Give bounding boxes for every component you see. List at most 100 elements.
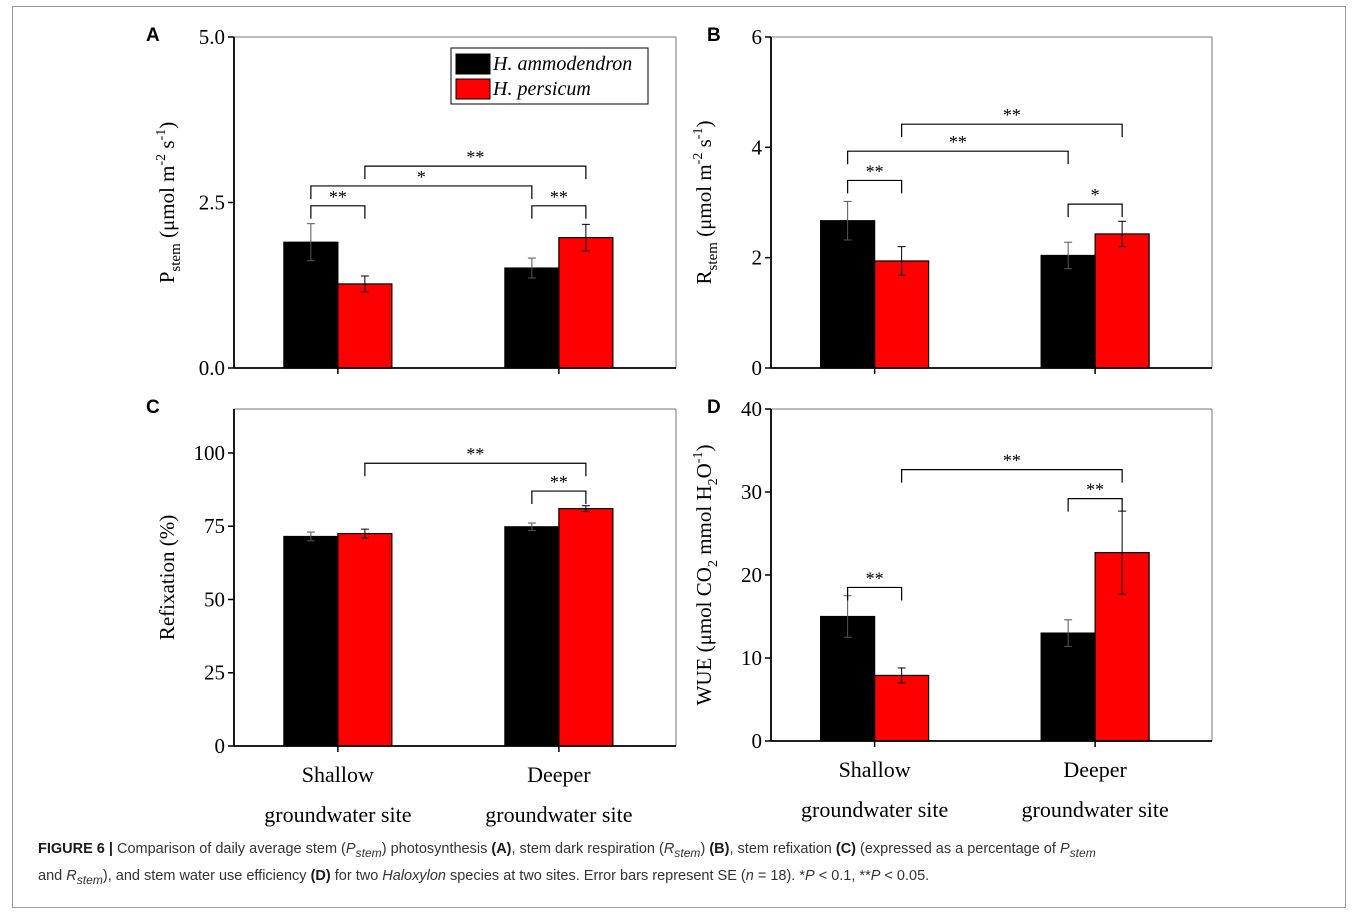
bar — [337, 532, 393, 747]
y-label-subscript: stem — [705, 242, 721, 271]
panel-letter: C — [146, 397, 160, 418]
caption-genus: Haloxylon — [382, 867, 446, 884]
caption-line-2: and Rstem), and stem water use efficienc… — [38, 865, 1328, 892]
bar — [337, 283, 393, 369]
y-label-text: mmol H — [692, 485, 716, 560]
caption-symbol: P — [805, 867, 815, 884]
y-tick-label: 2.5 — [199, 191, 225, 215]
caption-symbol: R — [66, 867, 77, 884]
caption-text: species at two sites. Error bars represe… — [445, 867, 746, 884]
y-tick-label: 20 — [741, 563, 762, 587]
significance-label: ** — [1003, 451, 1021, 471]
caption-text: and — [38, 867, 67, 884]
y-tick-label: 0 — [752, 729, 763, 753]
bar — [504, 267, 560, 369]
y-label-unit: ) — [155, 122, 179, 129]
y-label-text: Refixation (%) — [155, 515, 179, 640]
caption-subscript: stem — [355, 845, 382, 860]
y-label-text: O — [692, 463, 716, 478]
significance-label: * — [417, 167, 426, 187]
caption-symbol: P — [870, 867, 881, 884]
x-category-label: groundwater site — [1022, 797, 1169, 822]
bar — [874, 674, 930, 742]
x-category-label: groundwater site — [485, 802, 632, 827]
y-tick-label: 25 — [204, 661, 225, 685]
significance-label: ** — [550, 187, 568, 207]
caption-text: < 0.05. — [880, 867, 930, 884]
significance-label: ** — [1086, 480, 1104, 500]
y-label-unit: (μmol m — [155, 165, 179, 243]
caption-text: = 18). * — [753, 867, 806, 884]
caption-text: ) — [700, 841, 710, 857]
y-tick-label: 4 — [752, 135, 763, 159]
caption-symbol: R — [663, 841, 675, 857]
y-label-superscript: -1 — [154, 129, 169, 141]
y-axis-label: WUE (μmol CO2 mmol H2O-1) — [691, 445, 721, 706]
caption-text: for two — [330, 867, 383, 884]
legend-swatch — [455, 53, 491, 75]
y-tick-label: 40 — [741, 397, 762, 421]
panel-letter: A — [146, 25, 160, 46]
significance-label: ** — [1003, 105, 1021, 125]
caption-symbol: P — [1059, 841, 1070, 857]
x-category-label: Shallow — [302, 762, 374, 787]
caption-figure-label: FIGURE 6 | — [38, 841, 113, 857]
caption-text: < 0.1, ** — [814, 867, 871, 884]
significance-bracket — [901, 123, 1123, 138]
bar — [283, 241, 339, 369]
y-tick-label: 0.0 — [199, 356, 225, 380]
significance-bracket — [310, 205, 366, 219]
y-label-superscript: -2 — [154, 154, 169, 166]
bar — [874, 260, 930, 369]
significance-bracket — [364, 165, 587, 180]
significance-label: * — [1091, 185, 1100, 205]
x-category-label: groundwater site — [801, 797, 948, 822]
y-label-unit: (μmol m — [692, 164, 716, 242]
caption-panel-ref: (D) — [310, 867, 331, 884]
y-label-unit: s — [155, 140, 179, 153]
significance-label: ** — [550, 472, 568, 492]
y-tick-label: 5.0 — [199, 25, 225, 49]
y-tick-label: 100 — [194, 441, 226, 465]
y-axis-label: Rstem (μmol m-2 s-1) — [691, 121, 721, 285]
y-label-symbol: R — [692, 270, 716, 284]
y-tick-label: 75 — [204, 514, 225, 538]
significance-bracket — [847, 586, 903, 601]
caption-text: ) photosynthesis — [381, 841, 492, 857]
y-label-superscript: -2 — [691, 153, 706, 165]
significance-label: ** — [949, 132, 967, 152]
caption-text: , stem refixation — [729, 841, 836, 857]
significance-bracket — [847, 150, 1069, 165]
significance-bracket — [1067, 498, 1123, 512]
y-axis-label: Pstem (μmol m-2 s-1) — [154, 122, 184, 284]
y-label-text: ) — [692, 445, 716, 452]
y-label-subscript: 2 — [706, 560, 721, 567]
y-tick-label: 6 — [752, 25, 763, 49]
panel-letter: B — [707, 25, 721, 46]
y-label-unit: s — [692, 139, 716, 152]
y-label-text: WUE (μmol CO — [692, 567, 716, 705]
y-tick-label: 2 — [752, 246, 763, 270]
bar — [558, 508, 614, 747]
y-label-subscript: stem — [168, 243, 184, 272]
y-axis-label: Refixation (%) — [155, 515, 179, 640]
y-tick-label: 0 — [752, 356, 763, 380]
legend-label: H. ammodendron — [492, 53, 632, 75]
caption-panel-ref: (B) — [709, 841, 730, 857]
bar — [558, 236, 614, 369]
bar — [1040, 254, 1096, 369]
caption-subscript: stem — [674, 845, 701, 860]
bar — [504, 526, 560, 747]
significance-label: ** — [866, 568, 884, 588]
y-tick-label: 30 — [741, 480, 762, 504]
y-tick-label: 0 — [215, 734, 226, 758]
y-tick-label: 10 — [741, 646, 762, 670]
bar — [1094, 233, 1150, 369]
x-category-label: Deeper — [527, 762, 591, 787]
panel-c: C ** ** 0 25 50 75 100 Refixation (%) Shallow grou… — [146, 397, 677, 827]
significance-bracket — [364, 462, 587, 477]
y-label-symbol: P — [155, 272, 179, 284]
